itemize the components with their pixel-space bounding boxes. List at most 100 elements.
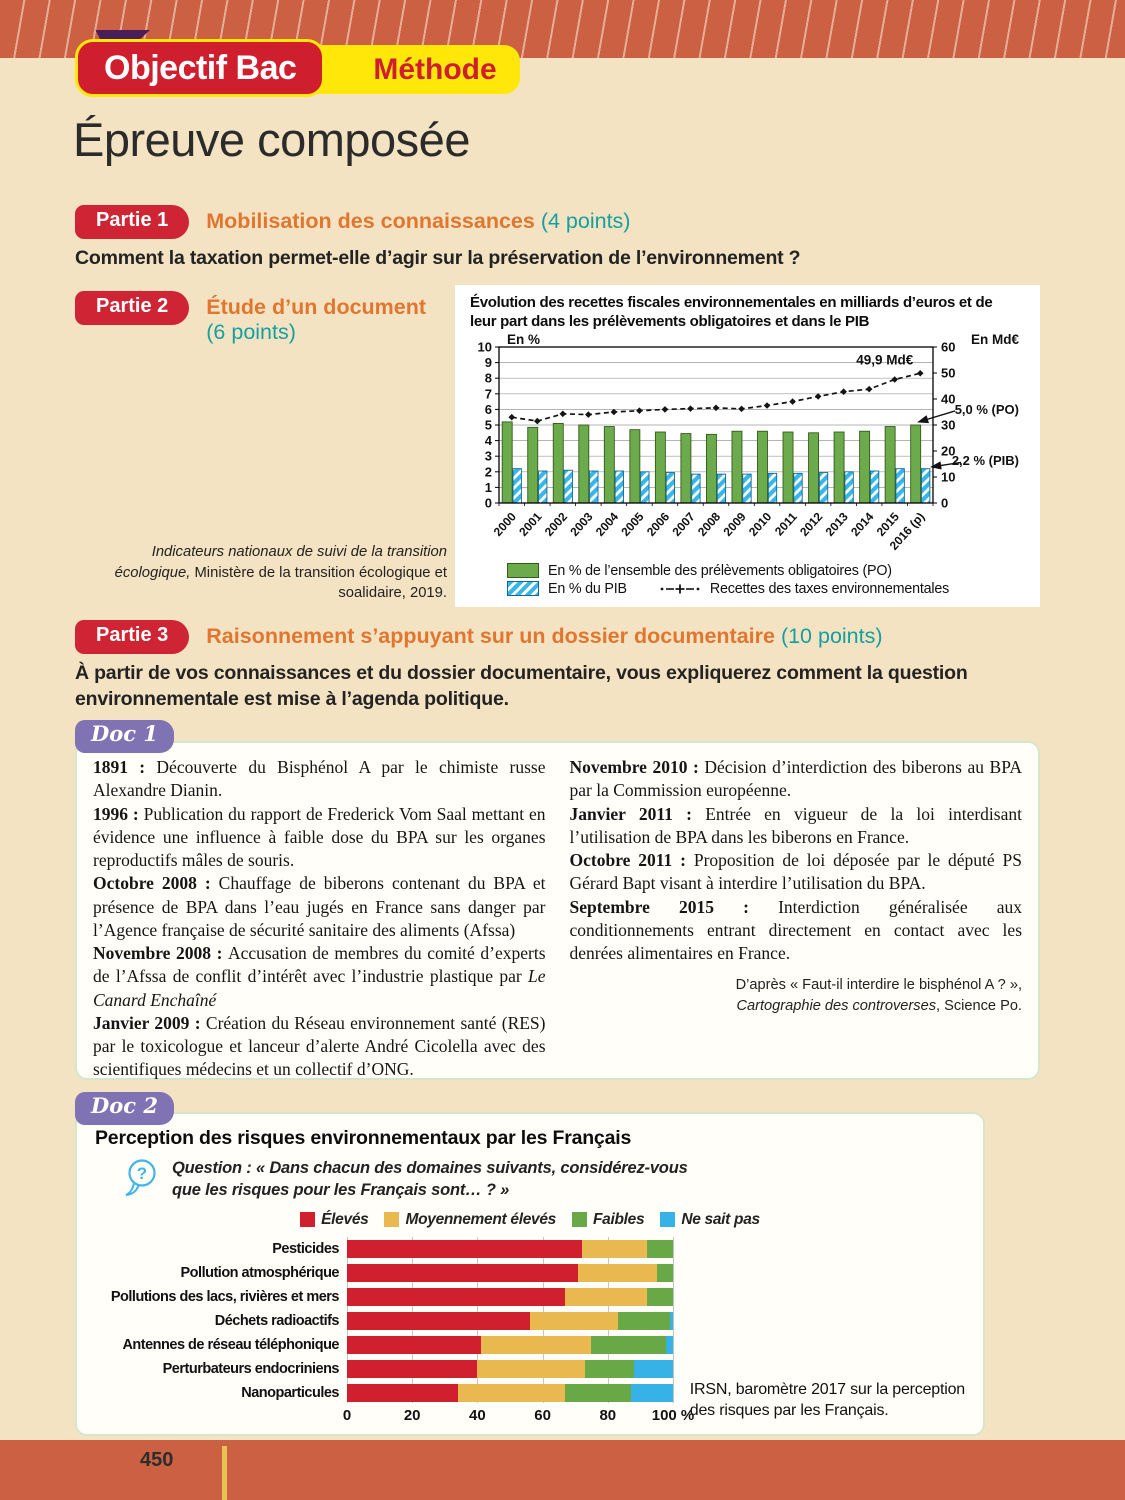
line-marker: [585, 410, 592, 418]
left-axis-tick: 3: [485, 448, 492, 463]
axis-tick-label: 80: [599, 1406, 617, 1424]
year-label: 2013: [823, 509, 851, 538]
line-marker: [610, 408, 618, 415]
left-axis-tick: 5: [485, 417, 492, 432]
dashed-line-swatch: [660, 584, 700, 593]
line-marker: [661, 405, 669, 413]
doc2-source-line1: IRSN, baromètre 2017 sur la perception: [689, 1381, 965, 1399]
bar-segment: [347, 1263, 579, 1282]
bar-po: [757, 430, 768, 503]
bar-segment: [347, 1311, 530, 1330]
bar-segment: [347, 1383, 458, 1402]
recettes-chart-legend: En % de l’ensemble des prélèvements obli…: [455, 563, 1040, 597]
bar-pib: [869, 470, 880, 503]
row-label: Déchets radioactifs: [214, 1312, 340, 1329]
doc1-source-italic: Cartographie des controverses: [736, 997, 936, 1014]
doc2-source: IRSN, baromètre 2017 sur la perception d…: [690, 1380, 965, 1422]
recettes-chart-card: Évolution des recettes fiscales environn…: [455, 285, 1040, 607]
bar-pib: [512, 467, 522, 503]
doc1-entry: Octobre 2011 : Proposition de loi déposé…: [569, 850, 1023, 894]
axis-tick-label: 0: [342, 1406, 352, 1424]
year-label: 2012: [797, 509, 825, 538]
right-axis-tick: 20: [941, 443, 955, 458]
chart-row: Antennes de réseau téléphonique: [95, 1333, 965, 1357]
bar-pib: [716, 473, 727, 503]
green-bar-swatch: [507, 563, 539, 578]
right-axis-tick: 30: [941, 417, 955, 432]
doc2-source-line2: des risques par les Français.: [689, 1402, 889, 1420]
stacked-bar: [347, 1359, 673, 1378]
stacked-bar: [347, 1383, 673, 1402]
recettes-chart-title: Évolution des recettes fiscales environn…: [455, 285, 1040, 332]
year-label: 2014: [848, 509, 876, 538]
line-marker: [814, 392, 822, 400]
stacked-bar: [347, 1263, 673, 1282]
line-marker: [840, 387, 847, 395]
stacked-bar: [347, 1287, 673, 1306]
bottom-band: [0, 1440, 1125, 1500]
legend-row-pib-line: En % du PIB Recettes des taxes environne…: [507, 581, 1040, 597]
bar-pib: [665, 471, 676, 503]
annotation-po-arrow: [917, 409, 956, 423]
hatched-bar-swatch: [507, 581, 539, 596]
bar-segment: [584, 1359, 634, 1378]
bar-segment: [480, 1335, 592, 1354]
bar-po: [629, 428, 641, 503]
year-label: 2007: [669, 509, 697, 538]
left-axis-tick: 1: [485, 479, 492, 494]
bar-segment: [591, 1335, 667, 1354]
bar-segment: [656, 1263, 673, 1282]
doc2-question-row: ? Question : « Dans chacun des domaines …: [123, 1158, 965, 1202]
page-number: 450: [140, 1449, 174, 1471]
line-marker: [916, 369, 924, 377]
bar-segment: [669, 1311, 673, 1330]
left-axis-tick: 7: [485, 386, 492, 401]
partie2-row: Partie 2 Étude d’un document (6 points): [75, 291, 426, 345]
legend-label: Élevés: [321, 1210, 369, 1228]
year-label: 2009: [720, 509, 748, 538]
axis-tick-label: 20: [403, 1406, 421, 1424]
left-axis-tick: 10: [478, 339, 492, 354]
doc1-columns: 1891 : Découverte du Bisphénol A par le …: [93, 756, 1022, 1082]
legend-swatch: [384, 1212, 400, 1228]
bar-pib: [640, 470, 650, 503]
doc1-entry: Octobre 2008 : Chauffage de biberons con…: [93, 873, 546, 940]
doc1-column-left: 1891 : Découverte du Bisphénol A par le …: [93, 756, 546, 1082]
doc1-column-right-entries: Novembre 2010 : Décision d’interdiction …: [570, 756, 1023, 965]
annotation-49-9: 49,9 Md€: [856, 352, 914, 367]
legend-item: Faibles: [572, 1211, 645, 1229]
bar-pib: [818, 471, 829, 503]
bar-segment: [347, 1287, 566, 1306]
bar-pib: [895, 467, 905, 503]
stacked-bar: [347, 1239, 673, 1258]
page-title: Épreuve composée: [73, 113, 470, 166]
bar-segment: [630, 1383, 673, 1402]
legend-item: Moyennement élevés: [384, 1211, 556, 1229]
recettes-chart-title-line2: leur part dans les prélèvements obligato…: [470, 312, 870, 330]
partie3-title: Raisonnement s’appuyant sur un dossier d…: [206, 620, 882, 649]
year-label: 2000: [491, 509, 519, 538]
line-marker: [533, 417, 541, 424]
doc1-source-rest: , Science Po.: [936, 997, 1022, 1014]
axis-tick-label: 100 %: [651, 1406, 695, 1424]
legend-label-recettes: Recettes des taxes environnementales: [709, 580, 950, 597]
recettes-chart: 0123456789100102030405060200020012002200…: [478, 333, 1020, 553]
year-label: 2008: [695, 509, 723, 538]
bar-po: [680, 432, 692, 503]
right-axis-tick: 0: [941, 495, 948, 510]
year-label: 2004: [593, 509, 621, 538]
row-label: Nanoparticules: [241, 1384, 339, 1401]
right-axis-tick: 10: [941, 469, 955, 484]
row-label: Perturbateurs endocriniens: [162, 1360, 340, 1377]
partie1-title-text: Mobilisation des connaissances: [206, 209, 535, 233]
doc1-entry: 1891 : Découverte du Bisphénol A par le …: [93, 757, 546, 801]
legend-row-po: En % de l’ensemble des prélèvements obli…: [507, 563, 1040, 579]
bar-po: [527, 426, 539, 503]
perception-chart-rows: Pesticides Pollution atmosphérique Polluti…: [95, 1237, 965, 1405]
bar-segment: [565, 1287, 647, 1306]
bar-po: [705, 433, 717, 503]
bar-segment: [457, 1383, 566, 1402]
chart-row: Perturbateurs endocriniens: [95, 1357, 965, 1381]
year-label: 2005: [618, 509, 646, 538]
